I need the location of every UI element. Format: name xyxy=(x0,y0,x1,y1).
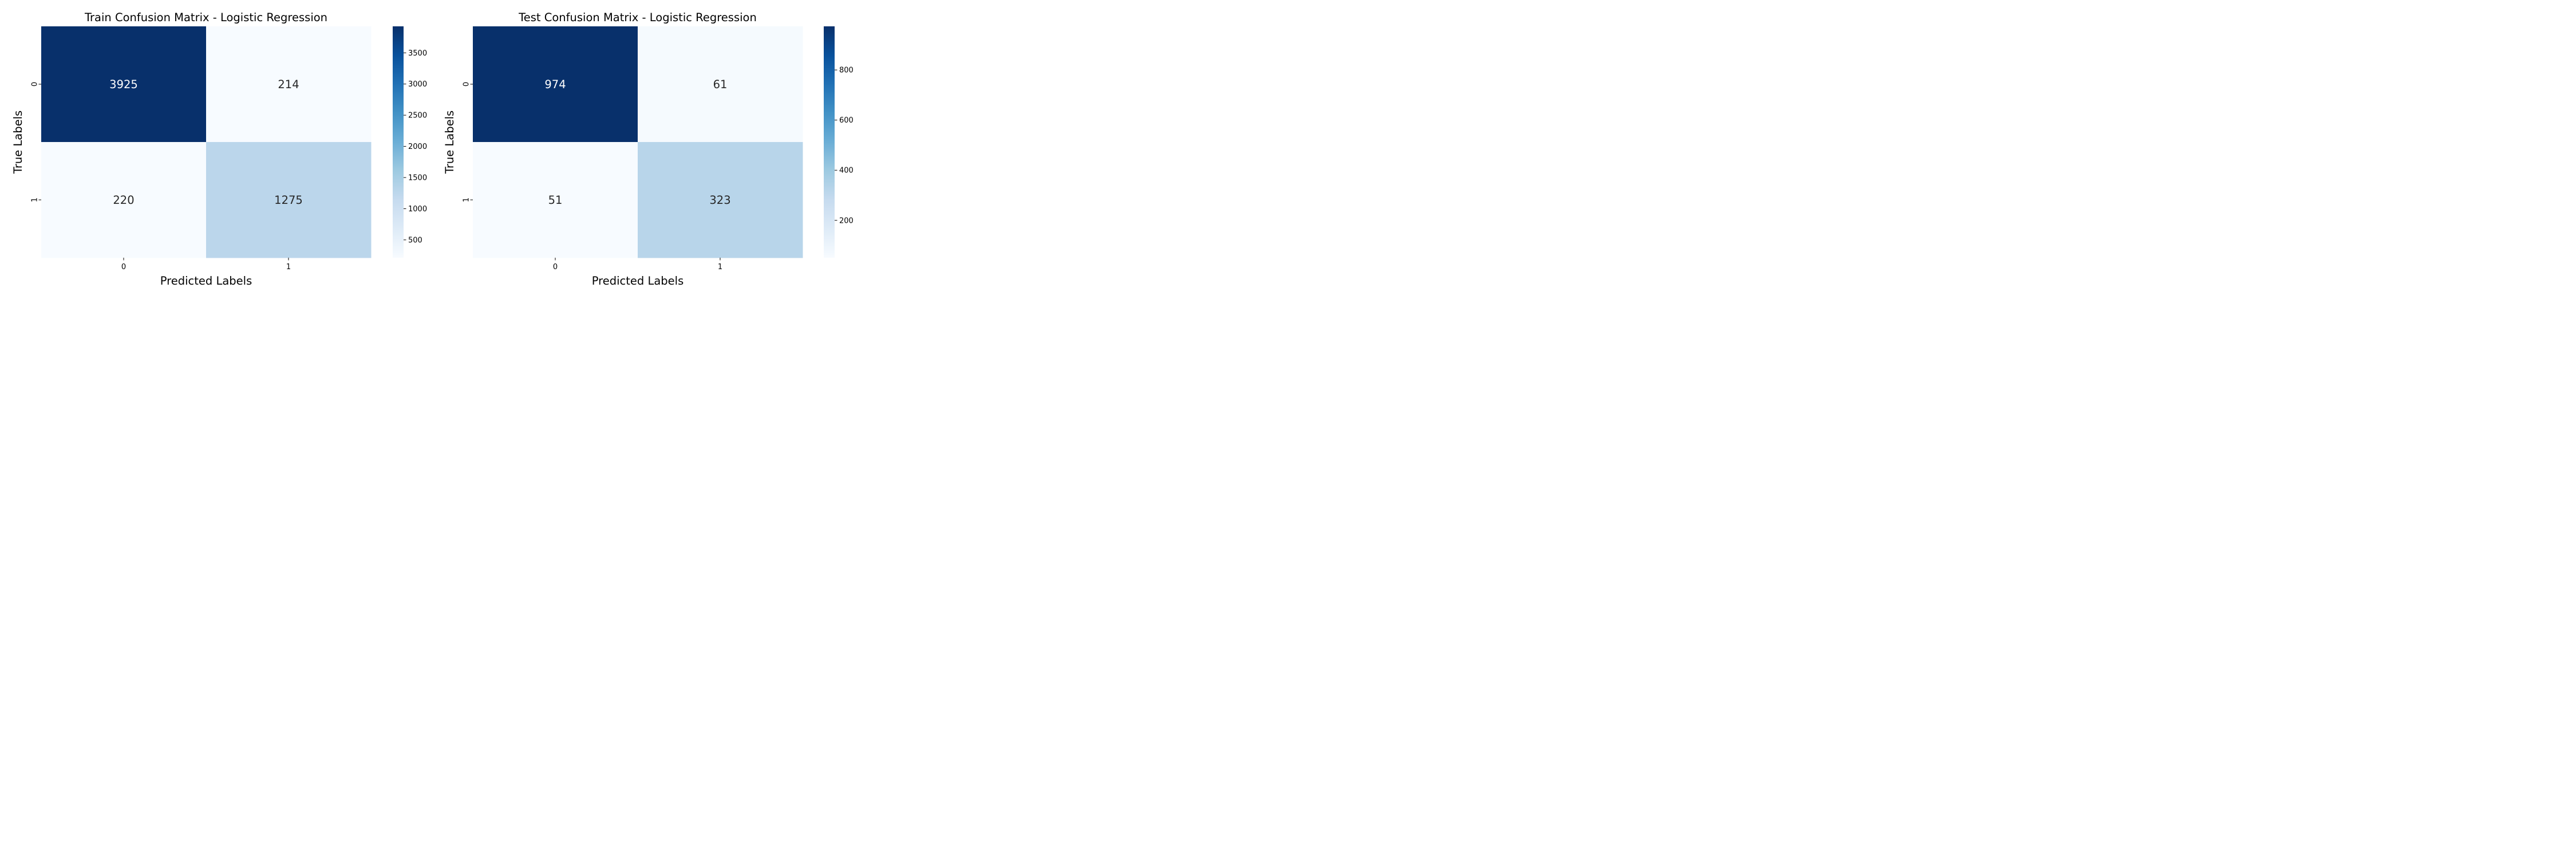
x-tick-label: 1 xyxy=(718,263,722,271)
figure-canvas: Train Confusion Matrix - Logistic Regres… xyxy=(11,11,854,287)
cell-value-label: 214 xyxy=(278,78,299,91)
heatmap-cell xyxy=(473,26,638,143)
heatmap-cell xyxy=(206,26,372,143)
y-axis-label: True Labels xyxy=(443,111,456,174)
y-tick-label: 0 xyxy=(463,82,471,86)
cell-value-label: 51 xyxy=(548,194,563,207)
heatmap-cell xyxy=(41,26,207,143)
colorbar-tick-label: 600 xyxy=(839,116,854,125)
cell-value-label: 974 xyxy=(544,78,566,91)
colorbar-tick-label: 500 xyxy=(408,236,422,245)
cell-value-label: 220 xyxy=(113,194,134,207)
colorbar-tick-label: 3000 xyxy=(408,80,427,89)
heatmap-cell xyxy=(638,142,803,258)
colorbar xyxy=(393,26,404,258)
x-tick-label: 0 xyxy=(553,263,558,271)
x-tick-label: 1 xyxy=(286,263,291,271)
x-axis-label: Predicted Labels xyxy=(592,274,684,287)
colorbar-tick-label: 1000 xyxy=(408,205,427,214)
cell-value-label: 1275 xyxy=(274,194,303,207)
colorbar-tick-label: 2500 xyxy=(408,112,427,120)
heatmap-panel-test: Test Confusion Matrix - Logistic Regress… xyxy=(443,11,854,287)
colorbar-tick-label: 400 xyxy=(839,167,854,175)
chart-title: Test Confusion Matrix - Logistic Regress… xyxy=(518,11,757,24)
cell-value-label: 61 xyxy=(713,78,728,91)
y-tick-label: 0 xyxy=(31,82,39,86)
y-tick-label: 1 xyxy=(31,198,39,202)
heatmap-cell xyxy=(638,26,803,143)
chart-title: Train Confusion Matrix - Logistic Regres… xyxy=(84,11,327,24)
colorbar xyxy=(824,26,835,258)
heatmap-cell xyxy=(473,142,638,258)
y-axis-label: True Labels xyxy=(11,111,25,174)
cell-value-label: 3925 xyxy=(109,78,138,91)
heatmap-panel-train: Train Confusion Matrix - Logistic Regres… xyxy=(11,11,427,287)
colorbar-tick-label: 800 xyxy=(839,66,854,75)
x-tick-label: 0 xyxy=(121,263,126,271)
colorbar-tick-label: 1500 xyxy=(408,174,427,182)
y-tick-label: 1 xyxy=(463,198,471,202)
x-axis-label: Predicted Labels xyxy=(160,274,252,287)
colorbar-tick-label: 200 xyxy=(839,216,854,225)
heatmap-cell xyxy=(206,142,372,258)
colorbar-tick-label: 2000 xyxy=(408,143,427,151)
colorbar-tick-label: 3500 xyxy=(408,49,427,58)
heatmap-cell xyxy=(41,142,207,258)
cell-value-label: 323 xyxy=(709,194,730,207)
